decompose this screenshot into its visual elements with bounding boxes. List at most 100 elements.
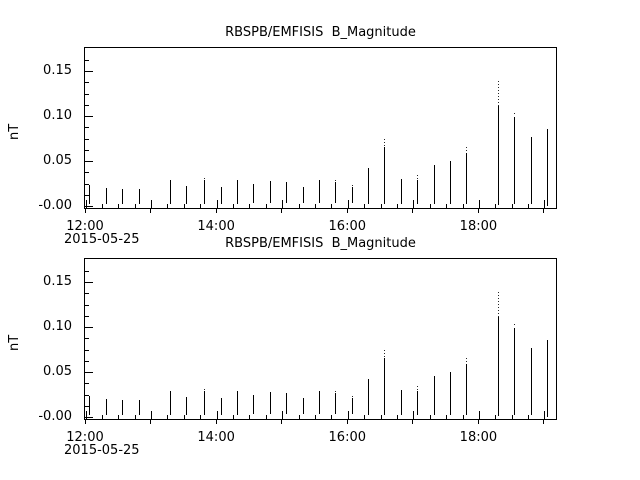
x-tick-stub [150, 209, 152, 213]
x-minor-tick [233, 415, 235, 419]
x-minor-tick [364, 204, 366, 208]
y-minor-tick [85, 59, 89, 61]
data-spike [531, 137, 533, 204]
x-tick-label: 18:00 [459, 430, 498, 445]
data-spike [384, 358, 386, 415]
x-minor-tick [200, 415, 202, 419]
x-tick-stub [84, 209, 86, 213]
data-spike [433, 376, 435, 415]
x-tick-stub [477, 420, 479, 424]
x-major-tick [413, 411, 415, 419]
plot-area [84, 258, 557, 420]
data-spike-cap [351, 184, 353, 187]
x-minor-tick [429, 415, 431, 419]
x-minor-tick [118, 204, 120, 208]
data-spike [513, 116, 515, 204]
x-minor-tick [298, 415, 300, 419]
y-minor-tick [85, 405, 89, 407]
x-minor-tick [429, 204, 431, 208]
x-minor-tick [331, 204, 333, 208]
data-spike [204, 390, 206, 415]
data-spike [400, 178, 402, 204]
data-spike-cap [384, 350, 386, 359]
data-spike [531, 348, 533, 415]
data-spike [138, 188, 140, 204]
data-spike [497, 316, 499, 416]
y-axis-unit-label: nT [7, 334, 22, 351]
x-tick-label: 14:00 [197, 219, 235, 234]
x-minor-tick [511, 415, 513, 419]
data-spike [220, 397, 222, 415]
y-minor-tick [85, 349, 89, 351]
x-minor-tick [446, 415, 448, 419]
y-tick-label: 0.15 [43, 273, 72, 289]
y-major-tick [85, 417, 93, 418]
y-minor-tick [85, 149, 89, 151]
data-spike-cap [204, 388, 206, 391]
data-spike [466, 152, 468, 204]
x-major-tick [151, 200, 153, 208]
y-major-tick [85, 161, 93, 162]
data-spike [417, 390, 419, 415]
data-spike [335, 182, 337, 203]
plot-panel-bottom: RBSPB/EMFISIS B_Magnitude nT 2015-05-25 … [0, 211, 640, 466]
data-spike [253, 395, 255, 414]
data-spike [547, 129, 549, 206]
x-minor-tick [380, 204, 382, 208]
x-minor-tick [265, 204, 267, 208]
x-tick-stub [412, 420, 414, 424]
y-tick-label: 0.10 [43, 107, 72, 123]
y-minor-tick [85, 360, 89, 362]
y-tick-label: 0.05 [43, 152, 72, 168]
x-tick-label: 18:00 [459, 219, 498, 234]
data-spike [318, 180, 320, 203]
data-spike-cap [466, 147, 468, 153]
x-minor-tick [298, 204, 300, 208]
y-minor-tick [85, 315, 89, 317]
y-major-tick [85, 71, 93, 72]
x-major-tick [347, 411, 349, 419]
data-spike-cap [417, 175, 419, 180]
data-spike [302, 397, 304, 414]
x-tick-stub [281, 420, 283, 424]
x-minor-tick [167, 415, 169, 419]
x-major-tick [544, 200, 546, 208]
x-minor-tick [101, 204, 103, 208]
plot-area [84, 47, 557, 209]
data-spike [450, 160, 452, 204]
x-major-tick [216, 200, 218, 208]
x-minor-tick [249, 204, 251, 208]
x-minor-tick [101, 415, 103, 419]
plot-panel-top: RBSPB/EMFISIS B_Magnitude nT 2015-05-25 … [7, 25, 557, 247]
y-minor-tick [85, 304, 89, 306]
data-spike [417, 179, 419, 204]
x-minor-tick [396, 204, 398, 208]
data-spike-cap [335, 180, 337, 183]
x-minor-tick [528, 415, 530, 419]
data-spike-cap [384, 139, 386, 148]
x-tick-label: 16:00 [328, 430, 366, 445]
x-minor-tick [511, 204, 513, 208]
x-minor-tick [249, 415, 251, 419]
x-major-tick [151, 411, 153, 419]
y-minor-tick [85, 383, 89, 385]
y-minor-tick [85, 138, 89, 140]
data-spike [236, 180, 238, 204]
y-tick-label: -0.00 [38, 197, 72, 213]
data-spike [170, 391, 172, 415]
data-spike [204, 179, 206, 204]
x-minor-tick [233, 204, 235, 208]
data-spike [269, 392, 271, 414]
x-tick-stub [150, 420, 152, 424]
x-major-tick [282, 411, 284, 419]
data-spike [170, 180, 172, 204]
x-minor-tick [167, 204, 169, 208]
data-spike [220, 186, 222, 204]
x-tick-stub [346, 420, 348, 424]
y-minor-tick [85, 93, 89, 95]
x-major-tick [85, 411, 87, 419]
data-spike [186, 396, 188, 415]
y-tick-label: 0.10 [43, 318, 72, 334]
data-spike [122, 188, 124, 204]
